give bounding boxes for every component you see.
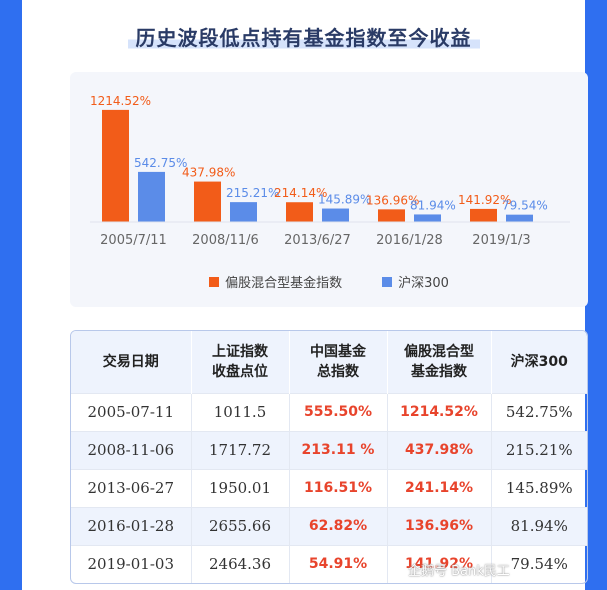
bar-series-a: [470, 208, 497, 222]
cell-sse: 2655.66: [191, 506, 290, 545]
header-trade-date: 交易日期: [71, 331, 192, 393]
bar-series-b: [230, 202, 257, 222]
legend-label-series-a: 偏股混合型基金指数: [225, 276, 343, 291]
left-frame-bar: [0, 0, 22, 590]
x-tick-label: 2013/6/27: [284, 233, 351, 248]
table-row: 2005-07-11 1011.5 555.50% 1214.52% 542.7…: [71, 392, 587, 431]
cell-csi300: 145.89%: [491, 468, 587, 507]
header-equity-hybrid-index: 偏股混合型 基金指数: [387, 331, 492, 393]
bar-series-b: [506, 214, 533, 222]
data-table-wrap: 交易日期 上证指数 收盘点位 中国基金 总指数 偏股混合型 基金指数 沪深300 20…: [70, 330, 588, 584]
cell-sse: 1717.72: [191, 430, 290, 469]
data-label: 81.94%: [410, 198, 456, 212]
data-label: 542.75%: [134, 156, 187, 170]
header-csi300: 沪深300: [491, 331, 587, 393]
bar-chart: 1214.52% 542.75% 2005/7/11 437.98% 215.21% 20…: [90, 94, 570, 248]
cell-china-fund: 116.51%: [289, 468, 388, 507]
bar-series-b: [138, 171, 165, 222]
bar-series-b: [414, 214, 441, 222]
data-label: 215.21%: [226, 186, 279, 200]
header-china-fund-index: 中国基金 总指数: [289, 331, 388, 393]
data-label: 79.54%: [502, 199, 548, 213]
cell-china-fund: 555.50%: [289, 392, 388, 431]
table-row: 2013-06-27 1950.01 116.51% 241.14% 145.8…: [71, 468, 587, 507]
table-row: 2008-11-06 1717.72 213.11 % 437.98% 215.…: [71, 430, 587, 469]
legend-swatch-series-a: [209, 276, 220, 287]
bar-series-a: [194, 181, 221, 222]
cell-csi300: 81.94%: [491, 506, 587, 545]
legend-swatch-series-b: [382, 276, 393, 287]
cell-equity-hybrid: 141.92%: [387, 544, 492, 583]
cell-csi300: 542.75%: [491, 392, 587, 431]
cell-sse: 1950.01: [191, 468, 290, 507]
bar-series-a: [102, 109, 129, 222]
table-row: 2019-01-03 2464.36 54.91% 141.92% 79.54%: [71, 544, 587, 583]
legend-item-series-a: 偏股混合型基金指数: [209, 272, 342, 291]
cell-date: 2008-11-06: [71, 430, 192, 469]
data-table: 交易日期 上证指数 收盘点位 中国基金 总指数 偏股混合型 基金指数 沪深300 20…: [71, 331, 587, 583]
x-tick-label: 2016/1/28: [376, 233, 443, 248]
cell-date: 2019-01-03: [71, 544, 192, 583]
x-tick-label: 2005/7/11: [100, 233, 167, 248]
data-label: 437.98%: [182, 166, 235, 180]
data-label: 214.14%: [274, 186, 327, 200]
cell-equity-hybrid: 437.98%: [387, 430, 492, 469]
bar-series-a: [378, 209, 405, 222]
cell-date: 2016-01-28: [71, 506, 192, 545]
table-header-row: 交易日期 上证指数 收盘点位 中国基金 总指数 偏股混合型 基金指数 沪深300: [71, 331, 587, 393]
data-label: 1214.52%: [90, 94, 151, 108]
right-frame-bar: [585, 0, 607, 590]
watermark: 企鹅号 Bank民工: [408, 564, 510, 579]
data-label: 141.92%: [458, 193, 511, 207]
page-title: 历史波段低点持有基金指数至今收益: [127, 22, 480, 51]
chart-panel: 1214.52% 542.75% 2005/7/11 437.98% 215.21% 20…: [70, 72, 588, 307]
bar-series-b: [322, 208, 349, 222]
legend-item-series-b: 沪深300: [382, 272, 449, 291]
table-row: 2016-01-28 2655.66 62.82% 136.96% 81.94%: [71, 506, 587, 545]
data-label: 145.89%: [318, 193, 371, 207]
data-label: 136.96%: [366, 193, 419, 207]
bar-series-a: [286, 202, 313, 222]
cell-date: 2013-06-27: [71, 468, 192, 507]
x-tick-label: 2008/11/6: [192, 233, 259, 248]
title-area: 历史波段低点持有基金指数至今收益: [22, 22, 585, 51]
cell-csi300: 215.21%: [491, 430, 587, 469]
cell-equity-hybrid: 1214.52%: [387, 392, 492, 431]
cell-equity-hybrid: 136.96%: [387, 506, 492, 545]
cell-china-fund: 62.82%: [289, 506, 388, 545]
cell-csi300: 79.54%: [491, 544, 587, 583]
cell-china-fund: 54.91%: [289, 544, 388, 583]
cell-china-fund: 213.11 %: [289, 430, 388, 469]
x-tick-label: 2019/1/3: [472, 233, 530, 248]
chart-legend: 偏股混合型基金指数 沪深300: [70, 272, 588, 291]
cell-sse: 1011.5: [191, 392, 290, 431]
legend-label-series-b: 沪深300: [398, 276, 449, 291]
cell-date: 2005-07-11: [71, 392, 192, 431]
header-sse-close: 上证指数 收盘点位: [191, 331, 290, 393]
cell-equity-hybrid: 241.14%: [387, 468, 492, 507]
infographic-card: 历史波段低点持有基金指数至今收益 1214.52% 542.75% 2005/7/1…: [22, 0, 588, 590]
cell-sse: 2464.36: [191, 544, 290, 583]
